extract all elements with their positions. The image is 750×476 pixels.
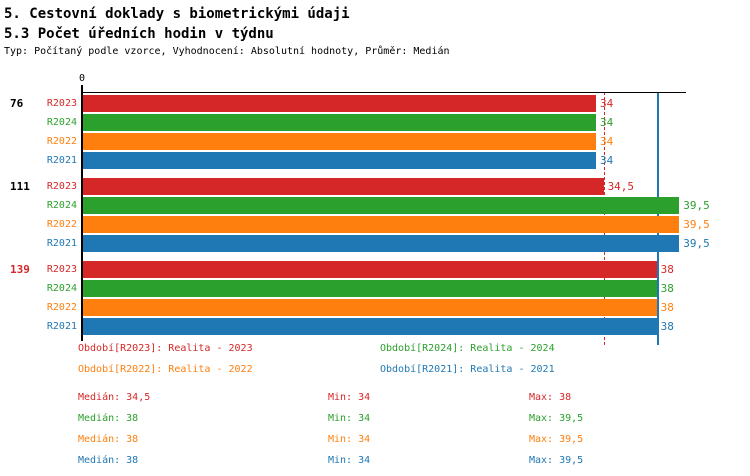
x-axis-line	[81, 92, 686, 93]
bar-111-r2024	[83, 197, 679, 214]
bar-value-76-r2024: 34	[600, 116, 614, 129]
bar-value-139-r2021: 38	[660, 320, 674, 333]
bar-value-76-r2023: 34	[600, 97, 614, 110]
stat-median-r2021: Medián: 38	[78, 455, 139, 466]
bar-139-r2021	[83, 318, 657, 335]
group-label-76: 76	[10, 97, 24, 110]
bar-value-139-r2023: 38	[660, 263, 674, 276]
bar-value-76-r2022: 34	[600, 135, 614, 148]
bar-139-r2023	[83, 261, 657, 278]
row-label-r2021: R2021	[46, 321, 77, 332]
row-label-r2023: R2023	[46, 98, 77, 109]
row-label-r2024: R2024	[46, 200, 77, 211]
bar-value-139-r2022: 38	[660, 301, 674, 314]
legend-item-r2021: Období[R2021]: Realita - 2021	[380, 364, 555, 375]
y-axis-line	[81, 85, 83, 341]
bar-76-r2022	[83, 133, 596, 150]
row-label-r2024: R2024	[46, 283, 77, 294]
row-label-r2022: R2022	[46, 136, 77, 147]
group-label-111: 111	[10, 180, 30, 193]
stat-max-r2021: Max: 39,5	[529, 455, 584, 466]
report-title: 5. Cestovní doklady s biometrickými údaj…	[4, 6, 350, 22]
bar-value-76-r2021: 34	[600, 154, 614, 167]
stat-median-r2023: Medián: 34,5	[78, 392, 151, 403]
x-axis-origin-tick-label: 0	[78, 73, 86, 84]
bar-76-r2023	[83, 95, 596, 112]
stat-max-r2024: Max: 39,5	[529, 413, 584, 424]
bar-139-r2024	[83, 280, 657, 297]
bar-value-111-r2021: 39,5	[683, 237, 710, 250]
legend-item-r2022: Období[R2022]: Realita - 2022	[78, 364, 253, 375]
report-type-line: Typ: Počítaný podle vzorce, Vyhodnocení:…	[4, 46, 450, 57]
report-subtitle-question: 5.3 Počet úředních hodin v týdnu	[4, 26, 274, 42]
bar-value-111-r2023: 34,5	[607, 180, 635, 193]
stat-max-r2023: Max: 38	[529, 392, 572, 403]
bar-chart: 76 R2023 34 R2024 34 R2022 34 R2021 34 111 R2023 34…	[10, 73, 710, 345]
bar-111-r2023	[83, 178, 604, 195]
row-label-r2021: R2021	[46, 238, 77, 249]
bar-value-111-r2022: 39,5	[683, 218, 710, 231]
row-label-r2022: R2022	[46, 219, 77, 230]
bar-76-r2024	[83, 114, 596, 131]
group-label-139: 139	[10, 263, 30, 276]
row-label-r2023: R2023	[46, 181, 77, 192]
bar-76-r2021	[83, 152, 596, 169]
legend-item-r2024: Období[R2024]: Realita - 2024	[380, 343, 555, 354]
bar-value-111-r2024: 39,5	[683, 199, 710, 212]
stat-min-r2023: Min: 34	[328, 392, 371, 403]
stat-min-r2024: Min: 34	[328, 413, 371, 424]
bar-139-r2022	[83, 299, 657, 316]
stat-min-r2021: Min: 34	[328, 455, 371, 466]
stat-max-r2022: Max: 39,5	[529, 434, 584, 445]
stat-min-r2022: Min: 34	[328, 434, 371, 445]
row-label-r2023: R2023	[46, 264, 77, 275]
stat-median-r2024: Medián: 38	[78, 413, 139, 424]
legend-item-r2023: Období[R2023]: Realita - 2023	[78, 343, 253, 354]
row-label-r2024: R2024	[46, 117, 77, 128]
bar-111-r2021	[83, 235, 679, 252]
row-label-r2021: R2021	[46, 155, 77, 166]
stat-median-r2022: Medián: 38	[78, 434, 139, 445]
row-label-r2022: R2022	[46, 302, 77, 313]
bar-value-139-r2024: 38	[660, 282, 674, 295]
bar-111-r2022	[83, 216, 679, 233]
